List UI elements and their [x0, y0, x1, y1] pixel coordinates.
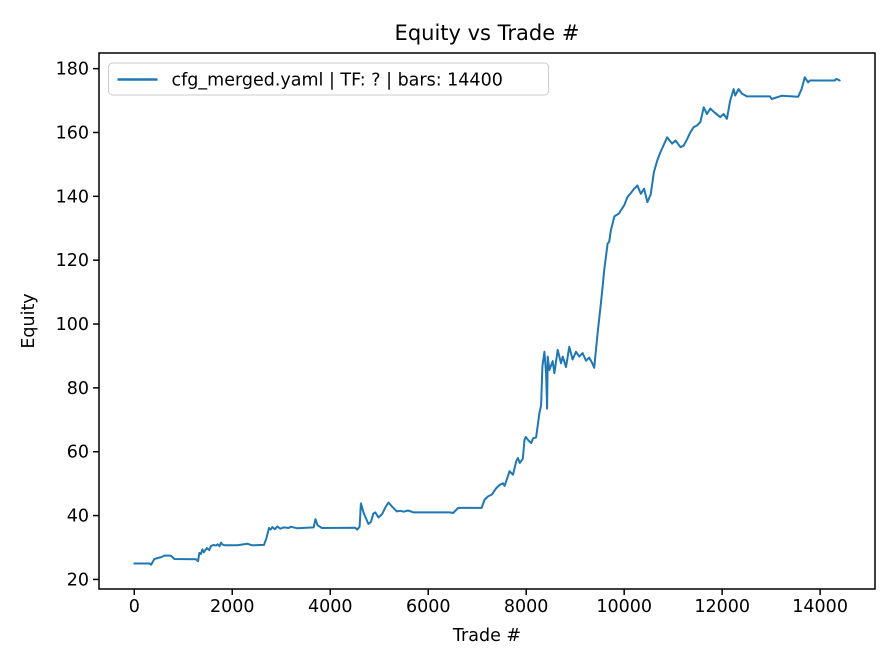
- legend-box: [108, 62, 549, 96]
- y-axis-label: Equity: [19, 293, 39, 348]
- x-tick-label: 0: [129, 597, 140, 617]
- equity-curve-line: [133, 76, 841, 566]
- y-tick-label: 100: [56, 315, 89, 335]
- legend-label: cfg_merged.yaml | TF: ? | bars: 14400: [172, 71, 503, 91]
- y-tick-label: 180: [56, 60, 89, 80]
- x-tick-label: 10000: [596, 597, 652, 617]
- x-axis-label: Trade #: [452, 626, 521, 646]
- y-tick-label: 40: [67, 507, 89, 527]
- plot-area: 0 2000 4000 6000 8000 10000 12000 14000 20 40 60 80…: [56, 52, 876, 617]
- y-tick-label: 80: [67, 379, 89, 399]
- legend: cfg_merged.yaml | TF: ? | bars: 14400: [108, 62, 549, 96]
- x-tick-label: 8000: [504, 597, 549, 617]
- y-tick-label: 140: [56, 187, 89, 207]
- y-tick-label: 60: [67, 443, 89, 463]
- x-tick-label: 14000: [792, 597, 848, 617]
- x-tick-label: 12000: [694, 597, 750, 617]
- y-tick-label: 120: [56, 251, 89, 271]
- y-tick-label: 20: [67, 570, 89, 590]
- y-tick-label: 160: [56, 123, 89, 143]
- x-tick-label: 6000: [406, 597, 451, 617]
- chart-title: Equity vs Trade #: [395, 21, 580, 45]
- x-tick-label: 2000: [210, 597, 255, 617]
- axes-frame: [98, 52, 876, 590]
- x-tick-label: 4000: [308, 597, 353, 617]
